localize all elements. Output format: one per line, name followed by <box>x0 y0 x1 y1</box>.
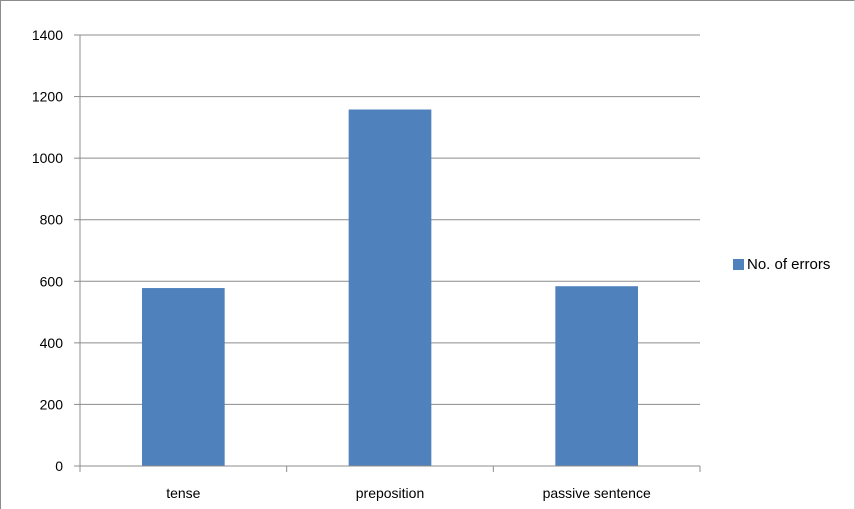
y-tick-label: 1000 <box>32 150 63 166</box>
x-tick-label: preposition <box>356 485 425 501</box>
x-tick-label: passive sentence <box>543 485 651 501</box>
bar-tense <box>142 288 225 466</box>
legend-label: No. of errors <box>747 256 831 273</box>
y-tick-label: 1400 <box>32 27 63 43</box>
y-tick-label: 200 <box>40 396 64 412</box>
legend: No. of errors <box>733 256 830 273</box>
y-tick-label: 400 <box>40 335 64 351</box>
bars <box>142 109 638 466</box>
x-tick-label: tense <box>166 485 200 501</box>
y-tick-labels: 0 200 400 600 800 1000 1200 1400 <box>32 27 63 474</box>
y-tick-label: 800 <box>40 212 64 228</box>
y-tick-label: 1200 <box>32 89 63 105</box>
x-tick-labels: tense preposition passive sentence <box>166 485 651 501</box>
y-tick-label: 600 <box>40 273 64 289</box>
axes <box>74 34 701 472</box>
legend-swatch <box>733 259 744 270</box>
bar-preposition <box>348 109 432 466</box>
bar-passive-sentence <box>555 286 638 466</box>
y-tick-label: 0 <box>55 458 63 474</box>
